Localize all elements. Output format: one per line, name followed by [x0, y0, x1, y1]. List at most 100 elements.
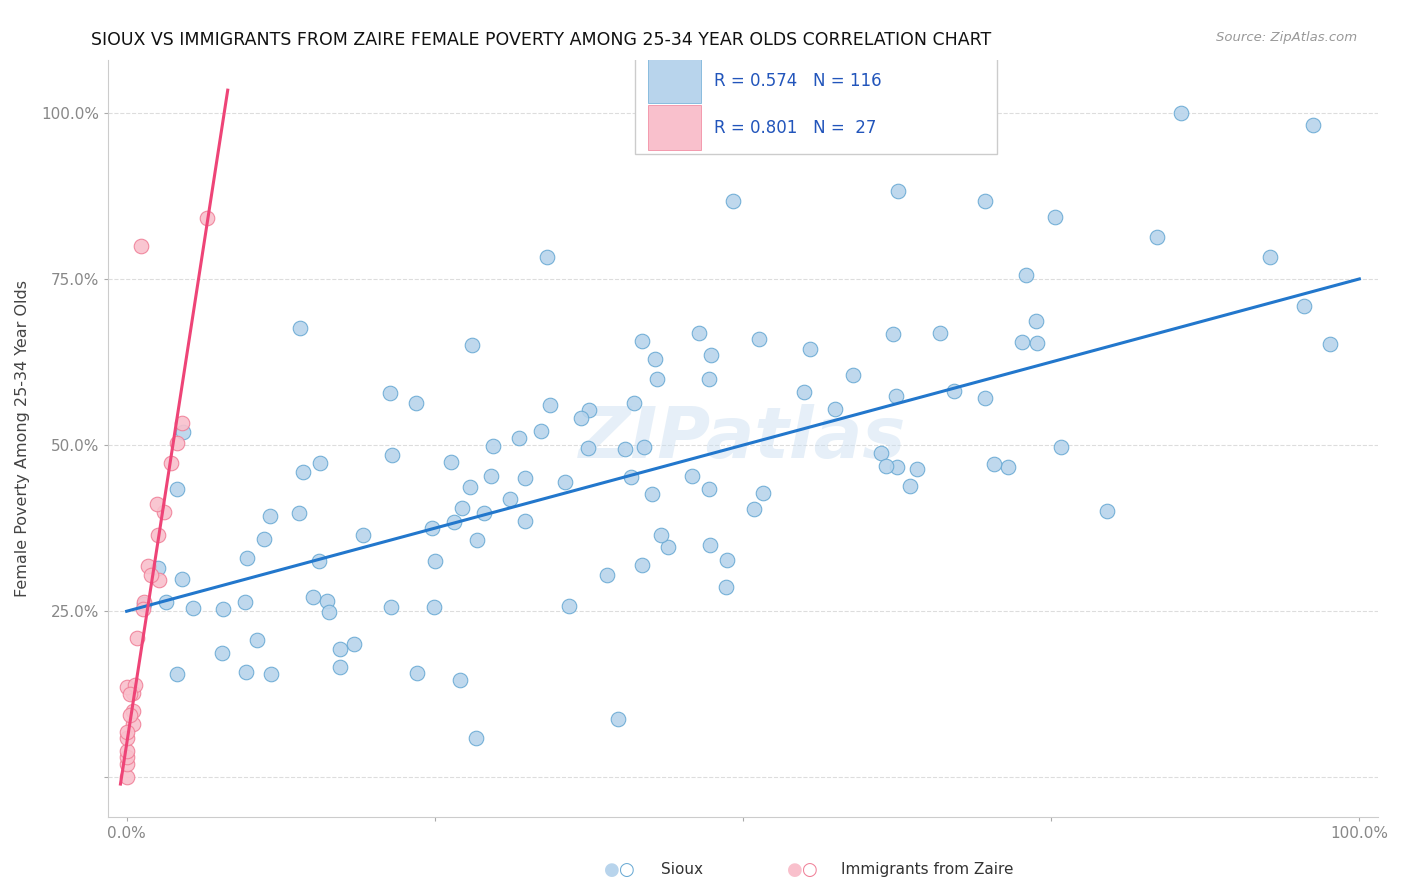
Point: [714, 580, 737, 594]
Point: [253, 533, 276, 547]
Point: [211, 646, 233, 660]
Point: [479, 469, 502, 483]
Point: [288, 506, 311, 520]
Point: [631, 334, 654, 348]
Point: [115, 680, 138, 694]
Point: [423, 554, 446, 568]
Point: [125, 632, 148, 646]
Point: [458, 480, 481, 494]
Point: [875, 458, 897, 473]
Point: [596, 567, 619, 582]
Point: [461, 338, 484, 352]
Y-axis label: Female Poverty Among 25-34 Year Olds: Female Poverty Among 25-34 Year Olds: [15, 280, 30, 597]
Point: [633, 440, 655, 454]
FancyBboxPatch shape: [648, 58, 702, 103]
Point: [121, 704, 143, 718]
Point: [172, 572, 194, 586]
Point: [115, 744, 138, 758]
Point: [290, 321, 312, 335]
Point: [212, 602, 235, 616]
Point: [681, 469, 703, 483]
Point: [166, 483, 188, 497]
Point: [1025, 313, 1047, 327]
Point: [613, 442, 636, 457]
Point: [641, 487, 664, 501]
Point: [381, 449, 404, 463]
Point: [1011, 335, 1033, 350]
Text: Immigrants from Zaire: Immigrants from Zaire: [841, 863, 1014, 877]
Point: [132, 602, 155, 616]
Point: [343, 636, 366, 650]
Point: [742, 501, 765, 516]
Point: [166, 667, 188, 681]
Point: [799, 342, 821, 356]
Point: [499, 492, 522, 507]
Point: [869, 446, 891, 460]
Point: [246, 632, 269, 647]
Point: [172, 425, 194, 439]
Point: [139, 568, 162, 582]
Point: [697, 483, 720, 497]
Point: [697, 372, 720, 386]
Point: [134, 595, 156, 609]
Point: [513, 514, 536, 528]
Point: [538, 398, 561, 412]
Point: [623, 396, 645, 410]
Point: [380, 599, 402, 614]
Point: [136, 558, 159, 573]
Point: [405, 395, 427, 409]
Point: [160, 456, 183, 470]
Text: ○: ○: [617, 861, 634, 879]
Point: [329, 641, 352, 656]
Point: [721, 194, 744, 208]
Point: [688, 326, 710, 340]
Text: ○: ○: [800, 861, 817, 879]
Point: [1258, 250, 1281, 264]
Point: [260, 666, 283, 681]
Point: [898, 479, 921, 493]
Point: [481, 439, 503, 453]
Point: [578, 441, 600, 455]
Text: SIOUX VS IMMIGRANTS FROM ZAIRE FEMALE POVERTY AMONG 25-34 YEAR OLDS CORRELATION : SIOUX VS IMMIGRANTS FROM ZAIRE FEMALE PO…: [91, 31, 991, 49]
Point: [309, 456, 332, 470]
Point: [508, 431, 530, 445]
Point: [134, 597, 156, 611]
Point: [884, 389, 907, 403]
Point: [115, 750, 138, 764]
Point: [645, 372, 668, 386]
Point: [443, 515, 465, 529]
Point: [887, 185, 910, 199]
Point: [1095, 503, 1118, 517]
FancyBboxPatch shape: [648, 105, 702, 150]
Point: [166, 436, 188, 450]
Point: [1302, 118, 1324, 132]
Point: [657, 540, 679, 554]
Point: [259, 509, 281, 524]
Point: [195, 211, 218, 225]
Point: [329, 660, 352, 674]
Point: [291, 465, 314, 479]
Point: [793, 385, 815, 400]
Point: [121, 717, 143, 731]
Text: R = 0.574   N = 116: R = 0.574 N = 116: [714, 71, 882, 90]
Point: [824, 402, 846, 417]
Text: R = 0.801   N =  27: R = 0.801 N = 27: [714, 119, 876, 136]
Point: [380, 385, 402, 400]
Text: Source: ZipAtlas.com: Source: ZipAtlas.com: [1216, 31, 1357, 45]
Point: [122, 686, 145, 700]
Point: [578, 402, 600, 417]
Point: [124, 678, 146, 692]
Point: [131, 238, 153, 252]
Point: [554, 475, 576, 489]
Point: [465, 533, 488, 548]
Point: [440, 455, 463, 469]
Point: [929, 326, 952, 341]
Point: [631, 558, 654, 572]
Point: [983, 457, 1005, 471]
Point: [1043, 210, 1066, 224]
Point: [886, 459, 908, 474]
Point: [146, 528, 169, 542]
Text: ZIPatlas: ZIPatlas: [579, 404, 907, 473]
Point: [748, 332, 770, 346]
Point: [302, 591, 325, 605]
